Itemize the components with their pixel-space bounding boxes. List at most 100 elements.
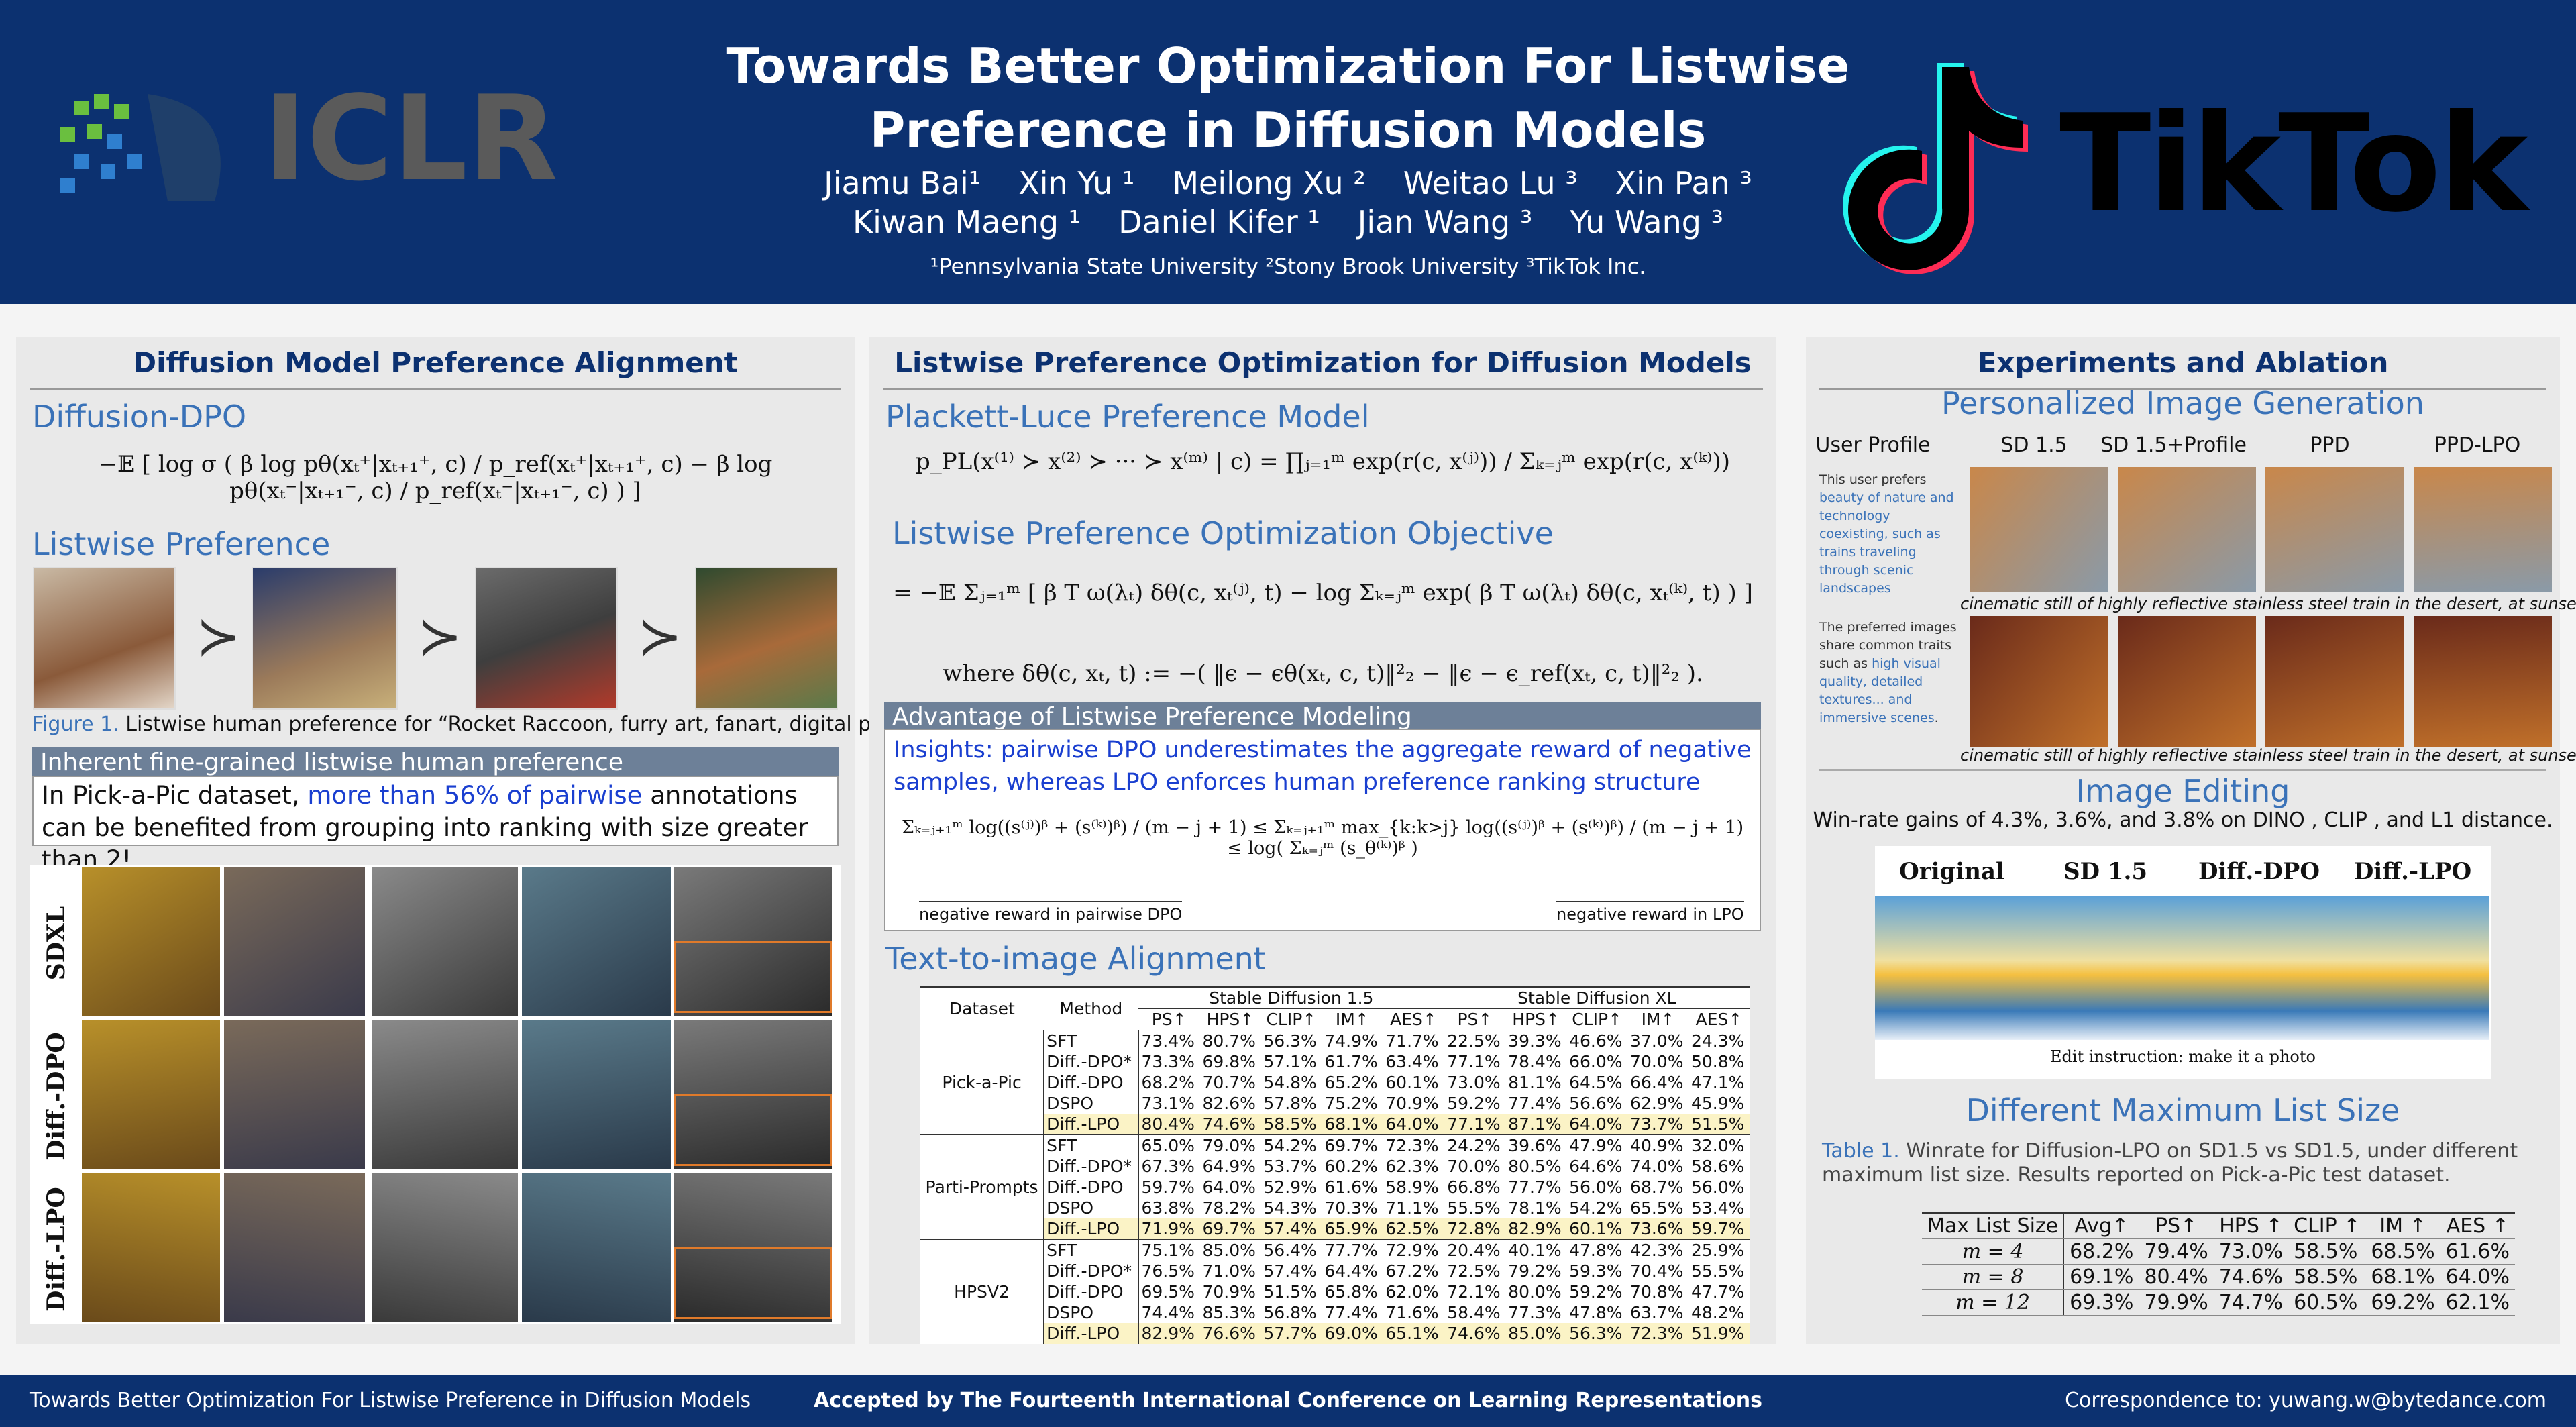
image [1875,896,2029,1040]
image [252,567,398,710]
table-cell: 62.3% [1383,1156,1445,1177]
column-title: Experiments and Ablation [1819,346,2546,390]
row-label: Diff.-DPO [42,1032,70,1161]
table-cell: 67.2% [1383,1261,1445,1281]
table-cell: 42.3% [1630,1240,1684,1260]
table-cell: 82.9% [1138,1323,1200,1344]
table-cell: 50.8% [1690,1052,1745,1071]
formula: p_PL(x⁽¹⁾ ≻ x⁽²⁾ ≻ ··· ≻ x⁽ᵐ⁾ | c) = ∏ⱼ₌… [915,448,1730,475]
table-cell: 58.5% [2288,1238,2366,1265]
header-row: PS↑ HPS↑ CLIP↑ IM↑ AES↑ PS↑ HPS↑ CLIP↑ IM↑ AES↑ [920,1009,1750,1030]
header-row: Max List Size Avg↑ PS↑ HPS ↑ CLIP ↑ IM ↑ AES ↑ [1922,1213,2515,1239]
author: Daniel Kifer ¹ [1118,204,1320,240]
image [224,867,365,1016]
table-cell: 51.5% [1263,1282,1317,1302]
row-label: SDXL [42,906,70,981]
highlight: more than 56% of pairwise [307,781,643,810]
table-cell: 62.5% [1383,1218,1445,1240]
metric-header: PS↑ [1151,1010,1187,1029]
title-line: Preference in Diffusion Models [869,102,1707,158]
image [2414,467,2552,592]
metric-header: IM↑ [1641,1010,1675,1029]
box: Insights: pairwise DPO underestimates th… [884,729,1761,931]
table-cell: 64.0% [1202,1177,1256,1197]
profile-text: The preferred images share common traits… [1819,619,1960,727]
column-header: IM ↑ [2365,1213,2440,1239]
table-row: DSPO 73.1% 82.6% 57.8% 75.2% 70.9% 59.2% 77.4% 5… [920,1093,1750,1114]
table-cell: 80.7% [1202,1031,1256,1051]
image-caption: cinematic still of highly reflective sta… [1960,746,2576,765]
table-cell: 79.4% [2139,1238,2214,1265]
table-cell: 64.5% [1569,1073,1623,1092]
table-cell: 85.0% [1505,1323,1567,1344]
formula: Σₖ₌ⱼ₊₁ᵐ log((s⁽ʲ⁾)ᵝ + (s⁽ᵏ⁾)ᵝ) / (m − j … [901,817,1744,859]
table-cell: 61.7% [1324,1052,1378,1071]
table-cell: 56.0% [1569,1177,1623,1197]
column-title: Listwise Preference Optimization for Dif… [883,346,1763,390]
table-cell: m = 4 [1922,1238,2065,1265]
table-cell: 67.3% [1141,1157,1195,1176]
table-cell: 58.6% [1690,1157,1745,1176]
table-cell: 20.4% [1447,1240,1501,1260]
method-cell: Diff.-DPO* [1043,1051,1139,1072]
brace-label: negative reward in LPO [1556,901,1744,924]
image [2265,616,2404,747]
table-row: Diff.-LPO 80.4% 74.6% 58.5% 68.1% 64.0% 77.1% 8… [920,1114,1750,1135]
table-cell: 70.0% [1447,1157,1501,1176]
table-cell: 77.1% [1447,1052,1501,1071]
table-cell: 82.9% [1505,1218,1567,1240]
footer-right: Correspondence to: yuwang.w@bytedance.co… [2065,1389,2546,1412]
table-cell: 62.1% [2440,1289,2515,1316]
image [2029,896,2182,1040]
column-header: Diff.-LPO [2353,858,2472,885]
table-cell: 65.9% [1322,1218,1383,1240]
method-cell: Diff.-DPO* [1043,1156,1139,1177]
table-cell: 72.1% [1447,1282,1501,1302]
image [1970,467,2108,592]
column-title: Diffusion Model Preference Alignment [30,346,841,390]
table-cell: 69.8% [1202,1052,1256,1071]
section-heading: Diffusion-DPO [32,399,247,435]
table-cell: 78.4% [1508,1052,1562,1071]
header: ICLR Towards Better Optimization For Lis… [0,0,2576,304]
table-cell: 77.4% [1324,1303,1378,1322]
column-header: Method [1059,999,1123,1018]
box-title: Inherent fine-grained listwise human pre… [32,747,839,778]
group-header: Stable Diffusion 1.5 [1138,987,1444,1009]
column: Diffusion Model Preference Alignment Dif… [16,337,957,1344]
table-row: DSPO 63.8% 78.2% 54.3% 70.3% 71.1% 55.5% 78.1% 5… [920,1198,1750,1218]
image [224,1173,365,1322]
column-header: PPD [2310,433,2350,457]
metric-header: IM↑ [1335,1010,1369,1029]
table-cell: 75.2% [1324,1094,1378,1113]
table-cell: 69.0% [1322,1323,1383,1344]
authors: Kiwan Maeng ¹ Daniel Kifer ¹ Jian Wang ³ Yu… [0,204,2576,240]
table-cell: 54.2% [1263,1136,1317,1155]
text: This user prefers [1819,472,1927,487]
method-cell: DSPO [1043,1198,1139,1218]
table-cell: 69.5% [1141,1282,1195,1302]
table-row: Diff.-DPO* 76.5% 71.0% 57.4% 64.4% 67.2% 72.5%… [920,1261,1750,1281]
column-header: SD 1.5 [2000,433,2068,457]
table-row: Diff.-LPO 71.9% 69.7% 57.4% 65.9% 62.5% 72.8% 8… [920,1218,1750,1240]
table-cell: 65.8% [1324,1282,1378,1302]
table-cell: 72.9% [1383,1239,1445,1261]
table-cell: 77.1% [1444,1114,1506,1135]
table-cell: 61.6% [2440,1238,2515,1265]
method-cell: DSPO [1043,1302,1139,1323]
table-row: m = 12 69.3% 79.9% 74.7% 60.5% 69.2% 62.1% [1922,1289,2515,1316]
table-cell: 64.9% [1202,1157,1256,1176]
table-row: DSPO 74.4% 85.3% 56.8% 77.4% 71.6% 58.4% 77.3% 4… [920,1302,1750,1323]
table-cell: 64.0% [1383,1114,1445,1135]
metric-header: HPS↑ [1512,1010,1560,1029]
table-cell: 65.0% [1141,1136,1195,1155]
table-cell: 59.7% [1688,1218,1750,1240]
method-cell: DSPO [1043,1093,1139,1114]
column-header: Dataset [949,999,1015,1018]
box-text: In Pick-a-Pic dataset, more than 56% of … [32,776,839,874]
header-row: Dataset Method Stable Diffusion 1.5 Stable … [920,987,1750,1018]
table-cell: 77.4% [1508,1094,1562,1113]
highlight: high visual quality, detailed textures..… [1819,656,1941,725]
table-cell: 39.6% [1508,1136,1562,1155]
